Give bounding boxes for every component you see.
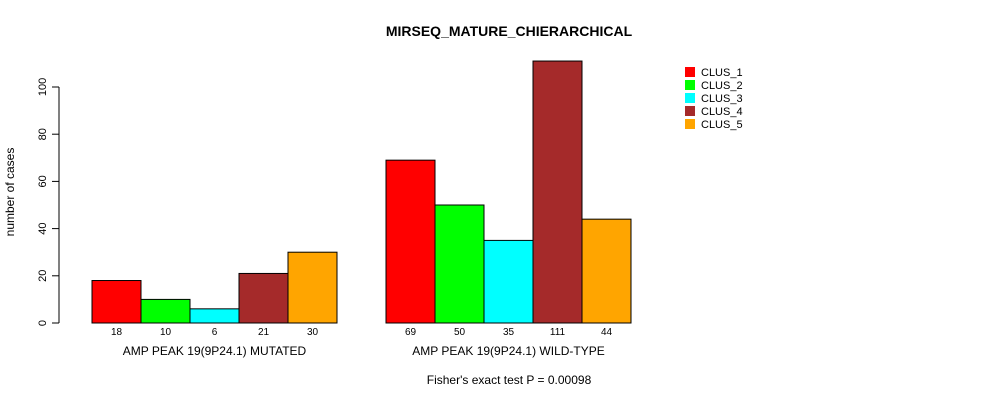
y-axis-label: number of cases xyxy=(3,148,17,237)
y-tick-label: 40 xyxy=(37,222,49,234)
legend-label: CLUS_4 xyxy=(701,106,743,118)
y-tick-label: 80 xyxy=(37,128,49,140)
bar-value-label: 69 xyxy=(405,327,417,338)
bar xyxy=(189,308,240,324)
group-labels: AMP PEAK 19(9P24.1) MUTATED AMP PEAK 19(9… xyxy=(123,344,605,358)
bar xyxy=(287,251,338,324)
bar-value-label: 6 xyxy=(212,327,218,338)
legend-label: CLUS_3 xyxy=(701,93,743,105)
footnote: Fisher's exact test P = 0.00098 xyxy=(427,373,592,387)
bar xyxy=(91,280,142,324)
legend-swatch xyxy=(685,67,695,77)
legend-swatch xyxy=(685,106,695,116)
legend-swatch xyxy=(685,119,695,129)
bar-value-label: 21 xyxy=(258,327,270,338)
legend-label: CLUS_1 xyxy=(701,67,743,79)
y-tick-label: 20 xyxy=(37,270,49,282)
bar xyxy=(581,218,632,324)
bar-value-label: 10 xyxy=(160,327,172,338)
y-tick-label: 100 xyxy=(37,78,49,96)
bar xyxy=(140,298,191,324)
legend-swatch xyxy=(685,93,695,103)
bar-value-label: 30 xyxy=(307,327,319,338)
bar-value-labels: 18 10 6 21 30 69 50 35 111 44 xyxy=(111,327,613,338)
bar xyxy=(532,60,583,324)
bar-value-label: 44 xyxy=(601,327,613,338)
bar-value-label: 50 xyxy=(454,327,466,338)
bar-value-label: 35 xyxy=(503,327,515,338)
y-tick-label: 60 xyxy=(37,175,49,187)
y-tick-label: 0 xyxy=(37,320,49,326)
y-axis: 0 20 40 60 80 100 xyxy=(37,78,60,326)
legend-label: CLUS_5 xyxy=(701,119,743,131)
bar-value-label: 18 xyxy=(111,327,123,338)
group-label: AMP PEAK 19(9P24.1) MUTATED xyxy=(123,344,307,358)
bar xyxy=(238,272,289,324)
legend-swatch xyxy=(685,80,695,90)
bar xyxy=(434,204,485,324)
bar-value-label: 111 xyxy=(550,327,566,338)
group-label: AMP PEAK 19(9P24.1) WILD-TYPE xyxy=(412,344,605,358)
chart-title: MIRSEQ_MATURE_CHIERARCHICAL xyxy=(386,23,633,39)
legend-label: CLUS_2 xyxy=(701,80,743,92)
bar xyxy=(385,159,436,324)
bars xyxy=(91,60,632,324)
bar xyxy=(483,239,534,324)
